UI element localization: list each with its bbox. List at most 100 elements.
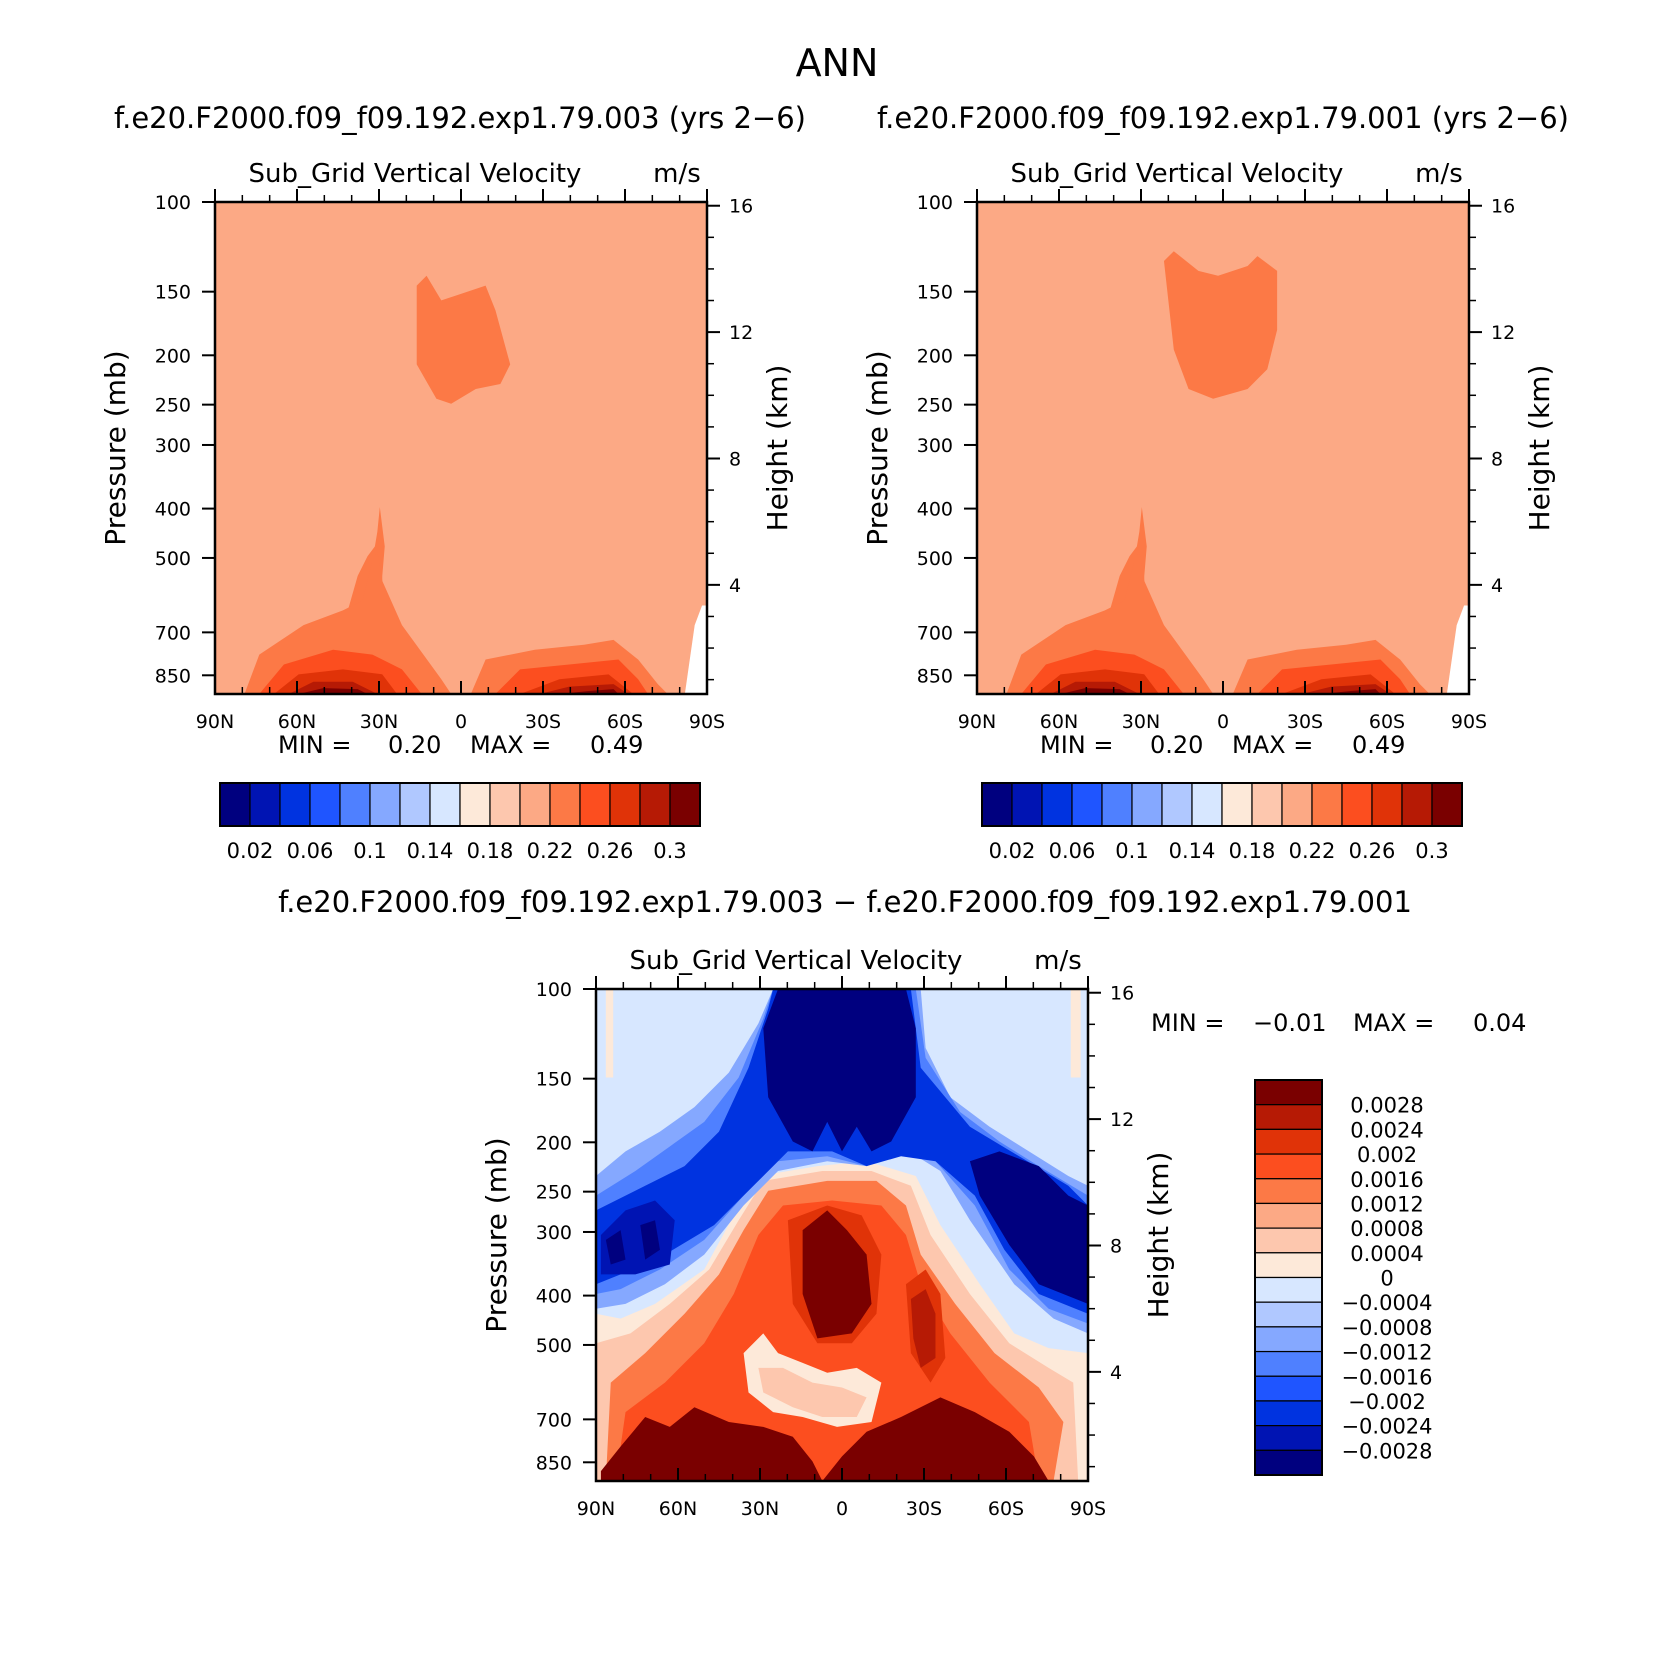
colorbar-label: 0.14 <box>407 839 454 863</box>
stats-min-label: MIN = <box>1040 731 1113 759</box>
panel-1: f.e20.F2000.f09_f09.192.exp1.79.003 (yrs… <box>99 101 806 863</box>
y-tick-label: 400 <box>536 1286 572 1308</box>
stats-min-label: MIN = <box>1151 1009 1224 1037</box>
x-tick-label: 0 <box>836 1498 848 1520</box>
colorbar-swatch <box>1254 1128 1323 1155</box>
panel-subtitle: Sub_Grid Vertical Velocity <box>249 159 582 189</box>
colorbar-swatch <box>369 782 401 827</box>
colorbar-swatch <box>489 782 521 827</box>
stats-max-value: 0.49 <box>1352 731 1405 759</box>
y-tick-label: 700 <box>917 622 953 644</box>
stats-min-value: −0.01 <box>1253 1009 1327 1037</box>
colorbar-swatch <box>1254 1104 1323 1130</box>
x-tick-label: 90N <box>958 711 996 733</box>
field <box>977 202 1469 694</box>
colorbar-swatch <box>1371 782 1403 827</box>
colorbar-frame <box>981 782 1463 827</box>
colorbar-swatch <box>1191 782 1223 827</box>
panel-title: f.e20.F2000.f09_f09.192.exp1.79.003 − f.… <box>278 885 1412 919</box>
colorbar-swatch <box>249 782 281 827</box>
colorbar-swatch <box>669 782 701 827</box>
colorbar-swatch <box>981 782 1013 827</box>
colorbar-label: 0.26 <box>1349 839 1396 863</box>
stats-max-value: 0.49 <box>590 731 643 759</box>
x-tick-label: 90N <box>577 1498 615 1520</box>
field-contour-band <box>758 1367 867 1418</box>
field-contour-band <box>605 989 614 1078</box>
colorbar-swatch <box>1254 1202 1323 1229</box>
colorbar-swatch <box>309 782 341 827</box>
colorbar-label: 0.14 <box>1169 839 1216 863</box>
y-axis-label: Pressure (mb) <box>99 350 132 545</box>
field-contour-band <box>969 1151 1088 1304</box>
colorbar-swatch <box>1281 782 1313 827</box>
y-tick-label: 150 <box>917 282 953 304</box>
y2-tick-label: 4 <box>1110 1362 1122 1384</box>
colorbar-swatch <box>459 782 491 827</box>
y-axis-label: Pressure (mb) <box>480 1137 513 1332</box>
y2-tick-label: 12 <box>1110 1109 1134 1131</box>
colorbar-label: −0.0008 <box>1341 1316 1432 1340</box>
x-tick-label: 60S <box>988 1498 1024 1520</box>
panel-units: m/s <box>1415 159 1463 189</box>
field-contour-band <box>763 989 916 1152</box>
field-contour-band <box>802 1210 872 1339</box>
colorbar-swatch <box>1254 1375 1323 1402</box>
colorbar-label: 0.22 <box>1289 839 1336 863</box>
colorbar-label: −0.0024 <box>1341 1415 1432 1439</box>
stats-min-value: 0.20 <box>388 731 441 759</box>
colorbar-label: −0.002 <box>1348 1390 1426 1414</box>
colorbar-swatch <box>1011 782 1043 827</box>
panel-subtitle: Sub_Grid Vertical Velocity <box>630 946 963 976</box>
panel-subtitle: Sub_Grid Vertical Velocity <box>1011 159 1344 189</box>
stats-max-label: MAX = <box>1232 731 1313 759</box>
y2-tick-label: 8 <box>1491 448 1503 470</box>
y2-tick-label: 16 <box>1491 196 1515 218</box>
y2-tick-label: 8 <box>729 448 741 470</box>
x-tick-label: 60N <box>1040 711 1078 733</box>
y-tick-label: 100 <box>536 979 572 1001</box>
x-tick-label: 0 <box>1217 711 1229 733</box>
colorbar-swatch <box>1254 1449 1323 1476</box>
panel-title: f.e20.F2000.f09_f09.192.exp1.79.003 (yrs… <box>114 101 806 135</box>
y-tick-label: 300 <box>536 1222 572 1244</box>
y-tick-label: 150 <box>536 1069 572 1091</box>
x-tick-label: 30S <box>906 1498 942 1520</box>
field-contour-band <box>640 1220 660 1260</box>
x-tick-label: 0 <box>455 711 467 733</box>
colorbar-label: 0.0004 <box>1350 1242 1423 1266</box>
colorbar-swatch <box>609 782 641 827</box>
y2-tick-label: 4 <box>729 575 741 597</box>
colorbar-swatch <box>1071 782 1103 827</box>
colorbar-label: 0.3 <box>1415 839 1448 863</box>
field-missing <box>684 605 707 694</box>
y2-axis-label: Height (km) <box>1523 365 1556 532</box>
x-tick-label: 30N <box>360 711 398 733</box>
x-tick-label: 30S <box>1287 711 1323 733</box>
colorbar-swatch <box>339 782 371 827</box>
x-tick-label: 30N <box>1122 711 1160 733</box>
x-tick-label: 60N <box>659 1498 697 1520</box>
panel-3: f.e20.F2000.f09_f09.192.exp1.79.003 − f.… <box>278 885 1526 1520</box>
colorbar-label: 0.0024 <box>1350 1118 1423 1142</box>
colorbar-swatch <box>399 782 431 827</box>
y-tick-label: 250 <box>917 395 953 417</box>
colorbar-swatch <box>549 782 581 827</box>
colorbar-frame <box>219 782 701 827</box>
colorbar-swatch <box>1311 782 1343 827</box>
colorbar-swatch <box>1254 1227 1323 1254</box>
colorbar-swatch <box>429 782 461 827</box>
stats-max-label: MAX = <box>1353 1009 1434 1037</box>
colorbar-swatch <box>1254 1326 1323 1353</box>
y2-axis-label: Height (km) <box>761 365 794 532</box>
colorbar-label: 0.0008 <box>1350 1217 1423 1241</box>
y-tick-label: 300 <box>155 435 191 457</box>
colorbar-swatch <box>519 782 551 827</box>
field-contour-band <box>600 1397 1049 1481</box>
y-tick-label: 200 <box>155 345 191 367</box>
x-tick-label: 60S <box>607 711 643 733</box>
x-tick-label: 30N <box>741 1498 779 1520</box>
colorbar-label: 0.1 <box>1115 839 1148 863</box>
colorbar-swatch <box>639 782 671 827</box>
